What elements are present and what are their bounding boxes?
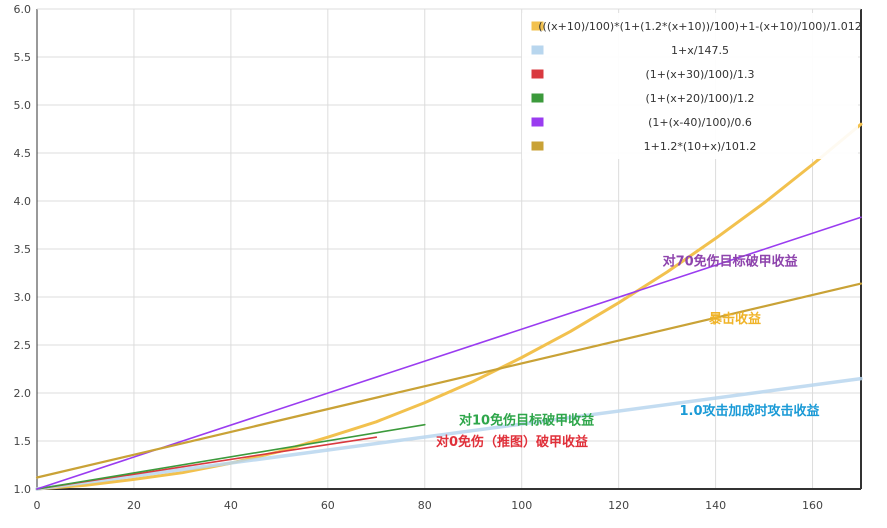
series-line-6 <box>35 282 863 479</box>
y-tick-label: 2.0 <box>14 387 32 400</box>
legend-entry[interactable]: 1+x/147.5 <box>671 44 729 57</box>
series-line-5 <box>36 216 862 490</box>
y-tick-label: 4.0 <box>14 195 32 208</box>
legend-swatch[interactable] <box>530 20 545 32</box>
legend-swatch[interactable] <box>530 140 545 152</box>
series-line-4 <box>36 423 426 490</box>
legend[interactable]: (((x+10)/100)*(1+(1.2*(x+10))/100)+1-(x+… <box>522 13 862 159</box>
x-tick-label: 160 <box>802 499 823 512</box>
y-tick-label: 6.0 <box>14 3 32 16</box>
legend-swatch[interactable] <box>530 44 545 56</box>
y-tick-label: 4.5 <box>14 147 32 160</box>
legend-entry[interactable]: (1+(x-40)/100)/0.6 <box>648 116 752 129</box>
legend-entry[interactable]: (1+(x+30)/100)/1.3 <box>645 68 754 81</box>
series-line-2 <box>35 376 863 491</box>
y-tick-label: 1.5 <box>14 435 32 448</box>
legend-entry[interactable]: 1+1.2*(10+x)/101.2 <box>644 140 757 153</box>
legend-swatch[interactable] <box>530 116 545 128</box>
y-tick-label: 3.0 <box>14 291 32 304</box>
annotation-label: 暴击收益 <box>708 311 761 327</box>
y-tick-label: 5.5 <box>14 51 32 64</box>
y-tick-label: 2.5 <box>14 339 32 352</box>
annotation-label: 对0免伤（推图）破甲收益 <box>436 434 588 450</box>
legend-entry[interactable]: (((x+10)/100)*(1+(1.2*(x+10))/100)+1-(x+… <box>538 20 861 33</box>
x-tick-label: 0 <box>34 499 41 512</box>
axes: 0 20 40 60 80 100 120 140 160 1.0 1.5 2.0 2.5 3.0 3.5 4… <box>14 3 862 512</box>
legend-background <box>522 13 858 159</box>
annotation-label: 对70免伤目标破甲收益 <box>663 253 798 269</box>
annotation-label: 对10免伤目标破甲收益 <box>459 413 594 429</box>
legend-swatch[interactable] <box>530 92 545 104</box>
x-tick-label: 80 <box>418 499 432 512</box>
x-tick-label: 20 <box>127 499 141 512</box>
series-line-1 <box>35 122 863 491</box>
y-tick-label: 1.0 <box>14 483 32 496</box>
x-tick-label: 120 <box>608 499 629 512</box>
y-tick-label: 5.0 <box>14 99 32 112</box>
y-tick-label: 3.5 <box>14 243 32 256</box>
legend-swatch[interactable] <box>530 68 545 80</box>
x-tick-label: 60 <box>321 499 335 512</box>
x-tick-label: 40 <box>224 499 238 512</box>
x-tick-label: 140 <box>705 499 726 512</box>
x-tick-label: 100 <box>511 499 532 512</box>
legend-entry[interactable]: (1+(x+20)/100)/1.2 <box>645 92 754 105</box>
annotation-label: 1.0攻击加成时攻击收益 <box>680 403 820 419</box>
series-lines <box>35 122 863 491</box>
